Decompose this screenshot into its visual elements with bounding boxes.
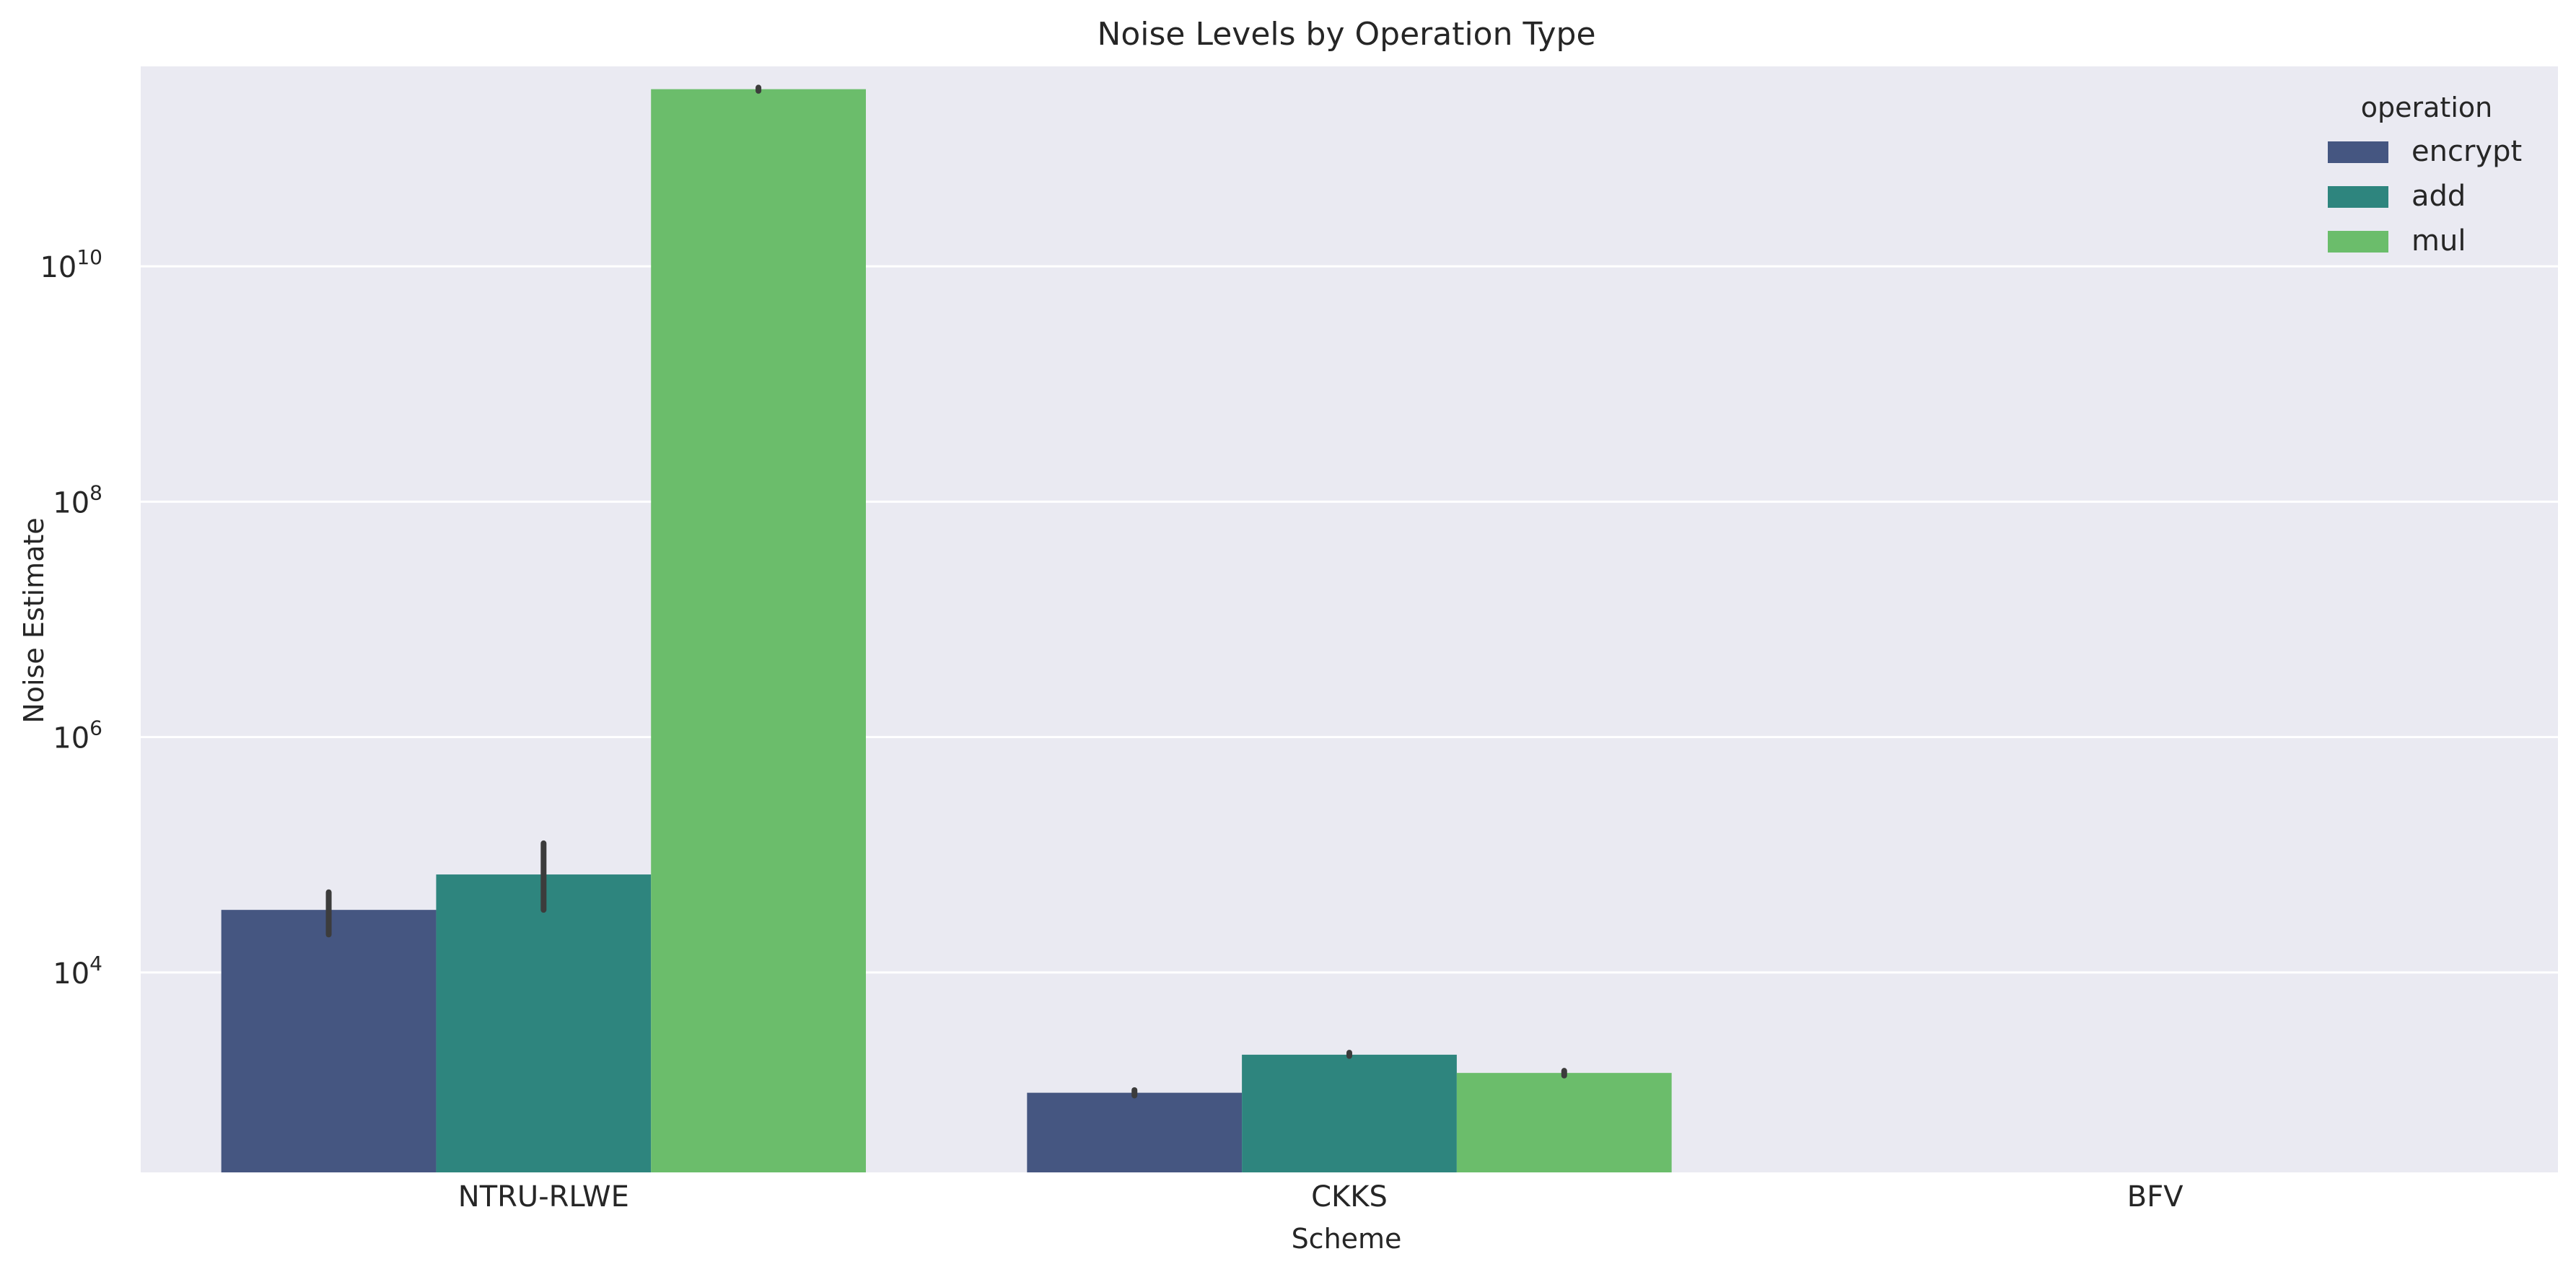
bar-mul-0 [651, 89, 866, 1172]
legend: operation encrypt add mul [2328, 92, 2522, 258]
x-tick-label-1: CKKS [1311, 1180, 1388, 1214]
x-tick-label-0: NTRU-RLWE [458, 1180, 629, 1214]
bar-encrypt-0 [221, 910, 437, 1172]
legend-title: operation [2361, 92, 2492, 123]
legend-swatch-mul [2328, 231, 2388, 253]
bar-add-1 [1242, 1054, 1457, 1172]
x-axis-title: Scheme [1292, 1223, 1402, 1255]
y-tick-label-2: 108 [53, 480, 102, 519]
legend-label-add: add [2411, 180, 2466, 213]
y-tick-label-3: 1010 [40, 245, 102, 284]
legend-swatch-encrypt [2328, 141, 2388, 163]
legend-swatch-add [2328, 186, 2388, 208]
y-ticks: 104 106 108 1010 [40, 245, 102, 991]
bar-mul-1 [1456, 1073, 1672, 1172]
x-tick-label-2: BFV [2127, 1180, 2183, 1214]
bar-add-0 [436, 874, 652, 1172]
legend-label-mul: mul [2411, 224, 2466, 258]
bar-encrypt-1 [1027, 1092, 1243, 1172]
chart-title: Noise Levels by Operation Type [1097, 16, 1595, 53]
y-axis-title: Noise Estimate [18, 517, 50, 723]
legend-label-encrypt: encrypt [2411, 135, 2522, 168]
y-tick-label-0: 104 [53, 952, 102, 991]
error-bars [325, 84, 1567, 1099]
y-tick-label-1: 106 [53, 716, 102, 755]
x-ticks: NTRU-RLWE CKKS BFV [458, 1180, 2183, 1214]
bars [221, 89, 1672, 1172]
